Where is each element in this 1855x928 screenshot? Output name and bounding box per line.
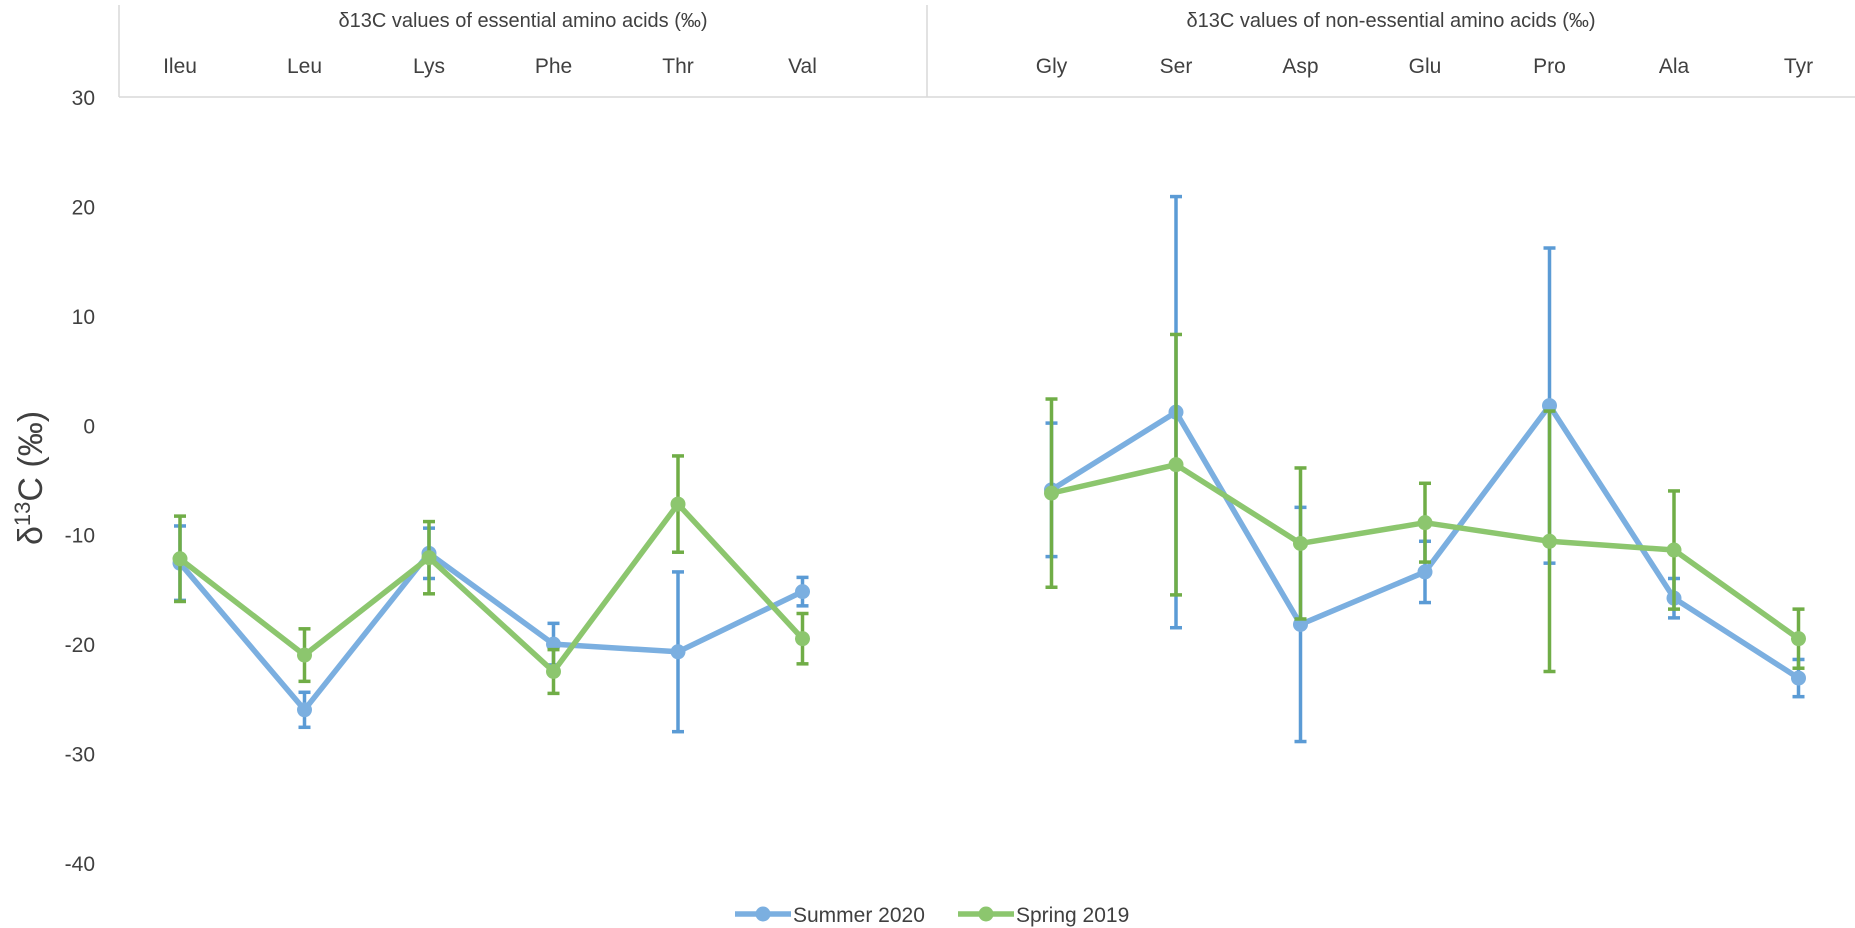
data-point xyxy=(297,647,312,663)
y-tick-label: -40 xyxy=(65,853,95,876)
data-point xyxy=(172,551,188,567)
category-label: Lys xyxy=(413,55,445,78)
data-point xyxy=(1791,670,1806,686)
data-point xyxy=(1168,457,1184,473)
legend: Summer 2020 Spring 2019 xyxy=(735,904,1129,927)
data-point xyxy=(297,702,312,718)
data-point xyxy=(421,550,437,566)
data-point xyxy=(1417,515,1433,531)
ylabel-suffix: C (‰) xyxy=(12,411,50,502)
y-tick-label: 10 xyxy=(72,306,95,329)
y-tick-label: 30 xyxy=(72,87,95,110)
data-point xyxy=(1044,485,1059,501)
category-label: Val xyxy=(788,55,817,78)
svg-text:δ13C (‰): δ13C (‰) xyxy=(10,411,50,545)
category-label: Asp xyxy=(1282,55,1318,78)
ylabel-superscript: 13 xyxy=(10,502,35,526)
series-line xyxy=(177,501,806,675)
data-point xyxy=(1293,535,1308,551)
plot-area xyxy=(172,194,1806,744)
series-summer-2020 xyxy=(172,194,1806,744)
category-label: Leu xyxy=(287,55,322,78)
category-header-table: δ13C values of essential amino acids (‰)… xyxy=(118,5,1855,98)
y-axis: 30 20 10 0 -10 -20 -30 -40 xyxy=(65,87,95,876)
group-header: δ13C values of essential amino acids (‰) xyxy=(338,10,707,32)
legend-marker xyxy=(755,906,771,922)
category-label: Ala xyxy=(1659,55,1690,78)
legend-item: Summer 2020 xyxy=(735,904,925,927)
category-label: Gly xyxy=(1036,55,1068,78)
category-label: Ser xyxy=(1160,55,1193,78)
data-point xyxy=(670,496,686,512)
data-point xyxy=(546,664,561,679)
legend-label: Spring 2019 xyxy=(1016,904,1129,927)
data-point xyxy=(795,584,810,600)
series-spring-2019 xyxy=(172,332,1806,696)
y-tick-label: 0 xyxy=(83,415,95,438)
data-point xyxy=(1417,564,1433,580)
ylabel-prefix: δ xyxy=(12,526,50,545)
legend-marker xyxy=(978,906,994,922)
category-label: Glu xyxy=(1409,55,1442,78)
category-label: Tyr xyxy=(1784,55,1813,78)
y-tick-label: 20 xyxy=(72,196,95,219)
legend-label: Summer 2020 xyxy=(793,904,925,927)
data-point xyxy=(670,644,686,660)
data-point xyxy=(795,631,810,647)
category-label: Thr xyxy=(662,55,694,78)
group-header: δ13C values of non-essential amino acids… xyxy=(1186,10,1595,32)
y-axis-label: δ13C (‰) xyxy=(10,411,50,545)
y-tick-label: -30 xyxy=(65,744,95,767)
data-point xyxy=(1666,542,1682,558)
data-point xyxy=(1542,533,1557,549)
legend-item: Spring 2019 xyxy=(958,904,1129,927)
category-label: Phe xyxy=(535,55,572,78)
category-label: Ileu xyxy=(163,55,197,78)
y-tick-label: -20 xyxy=(65,634,95,657)
data-point xyxy=(1791,631,1806,647)
series-line xyxy=(177,550,806,713)
category-label: Pro xyxy=(1533,55,1566,78)
y-tick-label: -10 xyxy=(65,525,95,548)
